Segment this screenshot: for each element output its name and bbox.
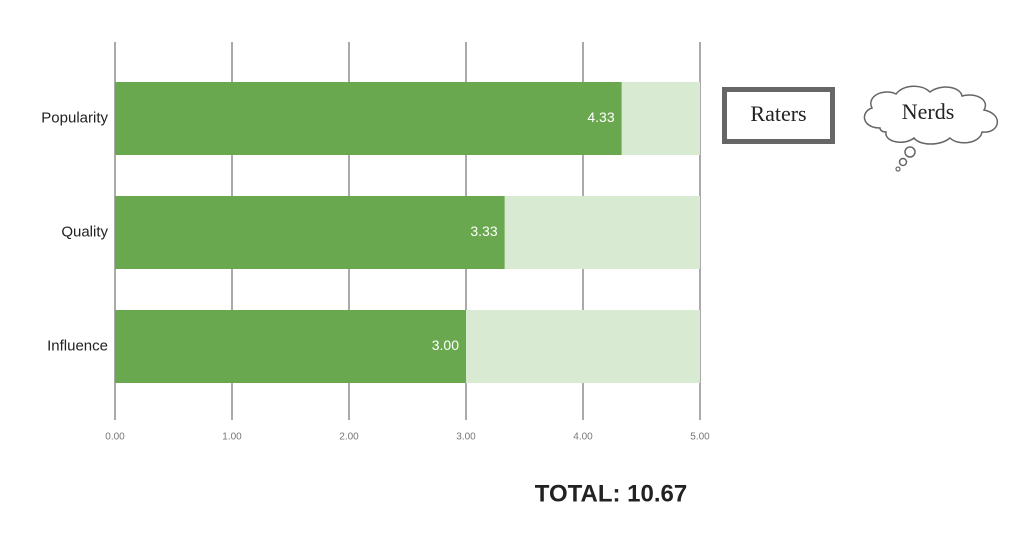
nerds-label: Nerds bbox=[902, 99, 955, 124]
value-label: 3.33 bbox=[470, 223, 497, 239]
x-tick-label: 1.00 bbox=[222, 432, 242, 443]
bar bbox=[115, 82, 622, 155]
x-tick-label: 4.00 bbox=[573, 432, 593, 443]
y-tick-label: Popularity bbox=[41, 109, 108, 126]
y-tick-label: Influence bbox=[47, 337, 108, 354]
x-tick-label: 0.00 bbox=[105, 432, 125, 443]
x-tick-label: 5.00 bbox=[690, 432, 710, 443]
y-tick-label: Quality bbox=[61, 223, 108, 240]
raters-box bbox=[722, 87, 835, 144]
raters-label: Raters bbox=[750, 101, 806, 126]
x-tick-label: 3.00 bbox=[456, 432, 476, 443]
value-label: 4.33 bbox=[587, 109, 614, 125]
x-tick-label: 2.00 bbox=[339, 432, 359, 443]
thought-cloud bbox=[863, 85, 998, 145]
total-label: TOTAL: 10.67 bbox=[535, 480, 687, 507]
value-label: 3.00 bbox=[432, 337, 459, 353]
bars bbox=[115, 82, 700, 383]
thought-bubble bbox=[895, 166, 901, 172]
thought-bubble bbox=[904, 146, 916, 158]
bar bbox=[115, 310, 466, 383]
thought-bubble bbox=[898, 157, 908, 167]
bar bbox=[115, 196, 505, 269]
